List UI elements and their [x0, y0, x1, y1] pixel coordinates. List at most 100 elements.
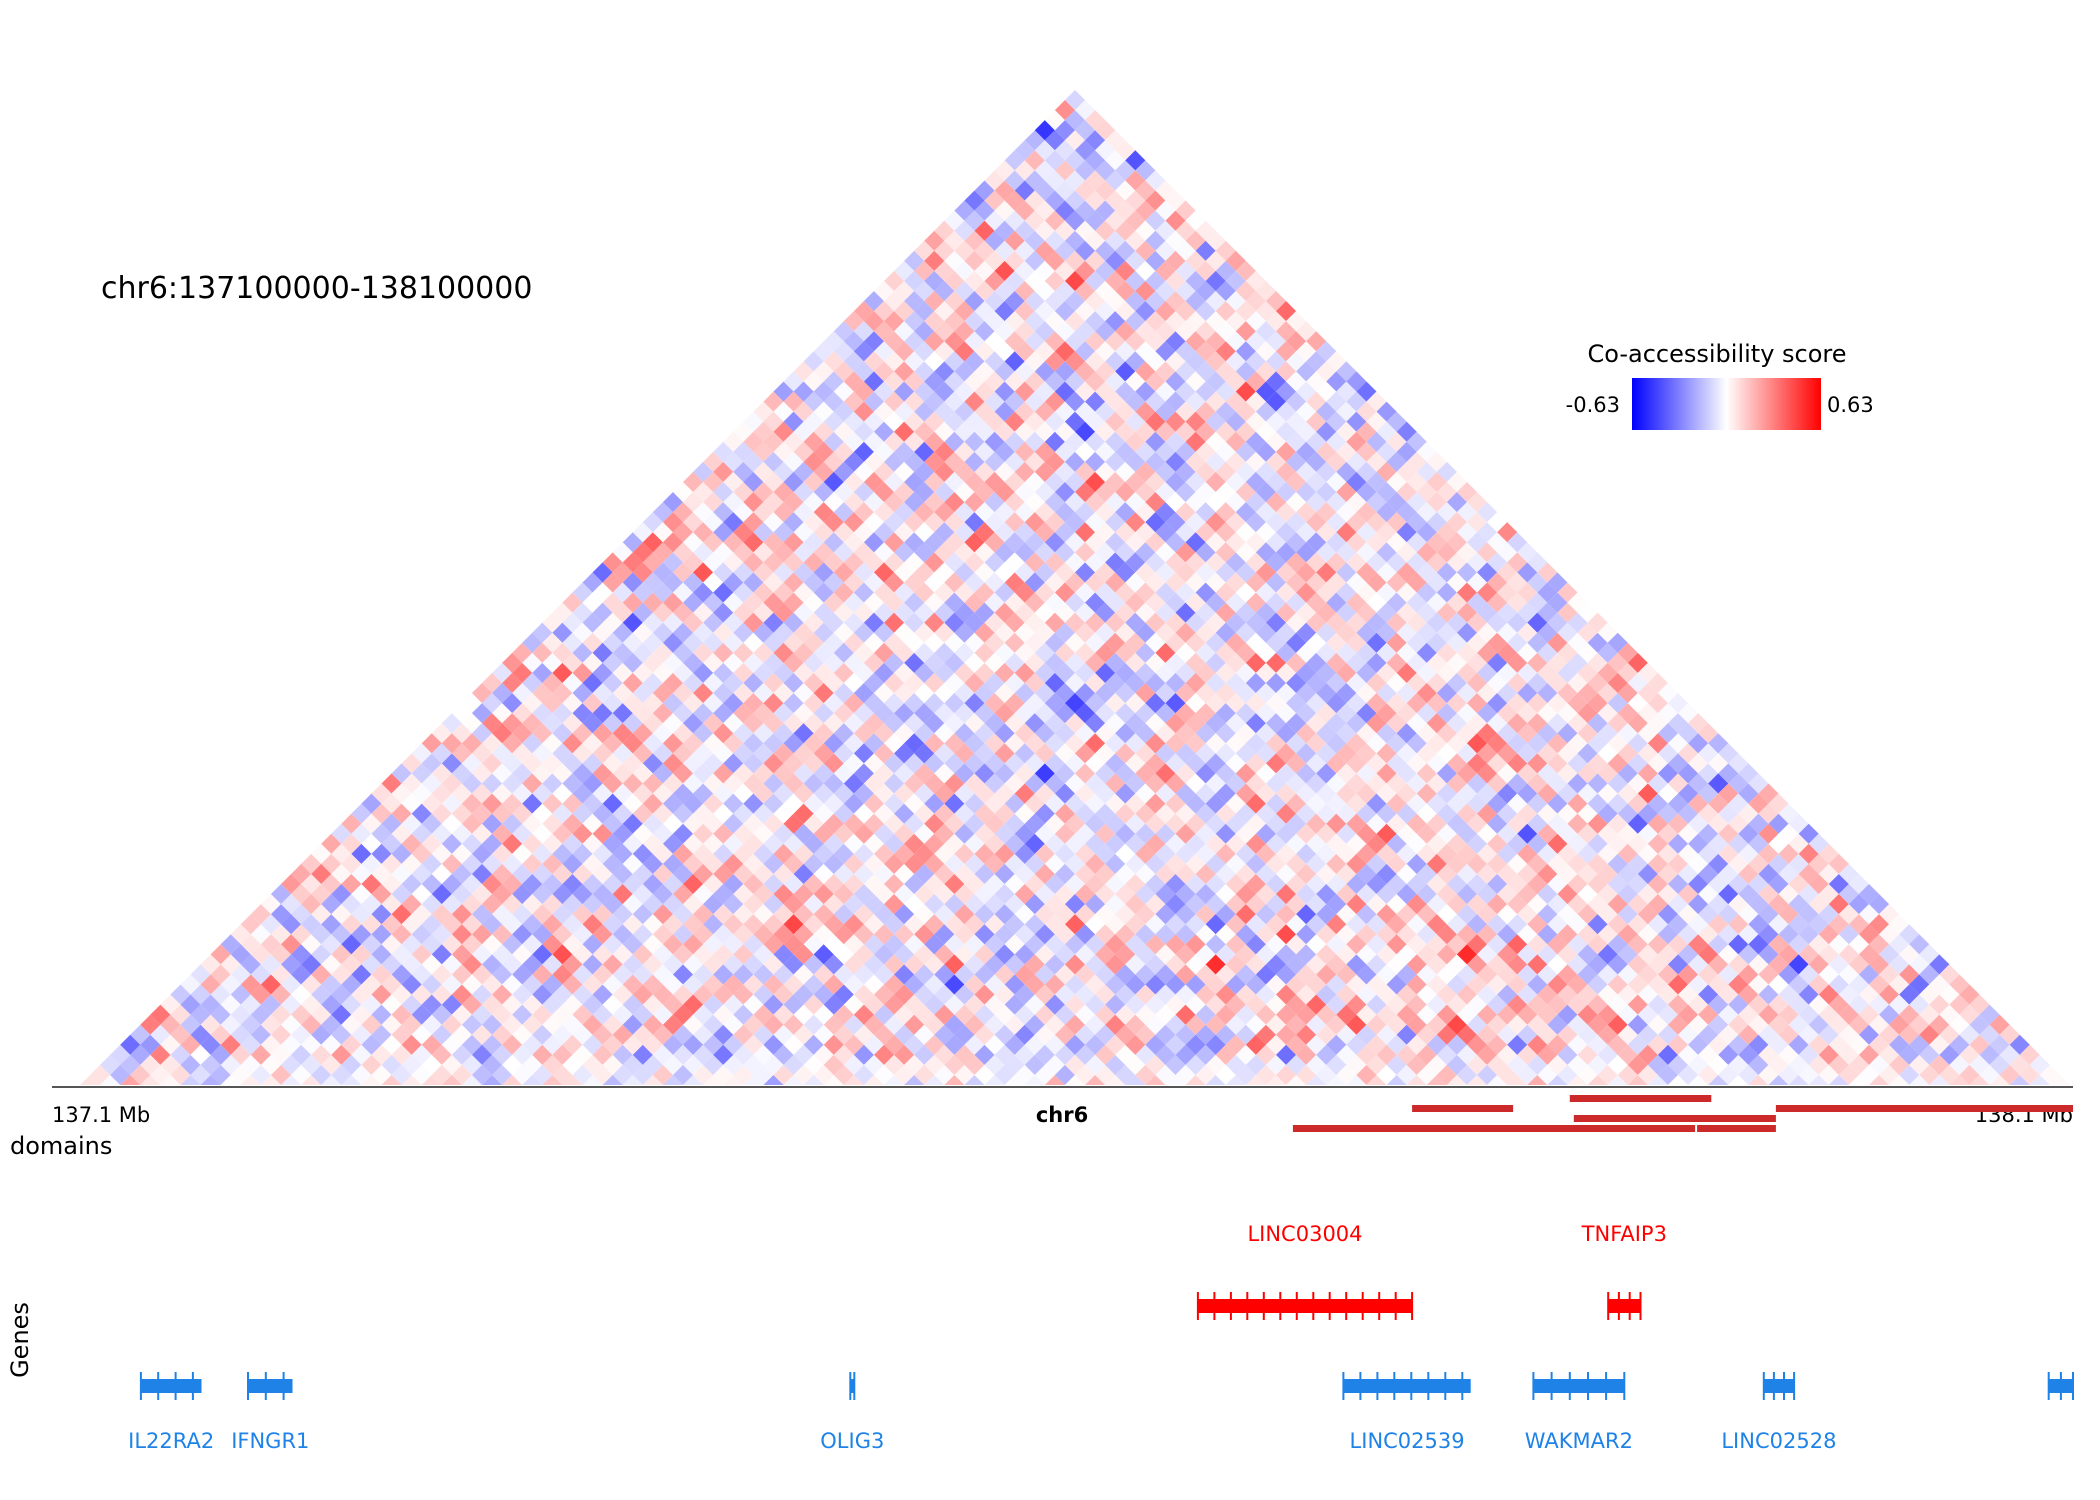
heatmap-cell — [1064, 813, 1086, 834]
heatmap-cell — [572, 723, 593, 744]
heatmap-cell — [763, 693, 784, 714]
heatmap-cell — [542, 652, 563, 673]
heatmap-cell — [863, 652, 885, 673]
heatmap-cell — [592, 904, 613, 925]
heatmap-cell — [894, 361, 915, 382]
heatmap-cell — [602, 813, 623, 834]
heatmap-cell — [652, 763, 673, 784]
heatmap-cell — [602, 693, 623, 714]
heatmap-cell — [703, 471, 724, 493]
heatmap-cell — [964, 813, 985, 834]
heatmap-cell — [421, 853, 442, 874]
heatmap-cell — [662, 713, 684, 734]
heatmap-cell — [743, 1014, 764, 1035]
heatmap-cell — [1145, 471, 1166, 493]
heatmap-cell — [341, 914, 362, 935]
heatmap-cell — [1255, 381, 1277, 402]
heatmap-cell — [1265, 612, 1287, 633]
heatmap-cell — [301, 914, 322, 935]
heatmap-cell — [572, 682, 593, 704]
heatmap-cell — [994, 682, 1015, 704]
heatmap-cell — [281, 974, 302, 995]
heatmap-cell — [200, 954, 221, 975]
heatmap-cell — [461, 813, 483, 834]
heatmap-cell — [1125, 291, 1146, 312]
heatmap-cell — [974, 200, 995, 221]
heatmap-cell — [1205, 612, 1226, 633]
heatmap-cell — [1125, 351, 1146, 372]
heatmap-cell — [783, 471, 804, 493]
heatmap-cell — [1095, 180, 1116, 201]
heatmap-cell — [270, 924, 292, 945]
heatmap-cell — [964, 351, 985, 372]
heatmap-cell — [984, 572, 1005, 593]
heatmap-cell — [1195, 582, 1216, 603]
heatmap-cell — [753, 562, 774, 583]
x-axis-chrom-label: chr6 — [1036, 1103, 1088, 1127]
heatmap-cell — [733, 944, 754, 965]
heatmap-cell — [652, 1004, 673, 1025]
heatmap-cell — [371, 984, 392, 1005]
heatmap-cell — [1446, 471, 1467, 493]
heatmap-cell — [1255, 642, 1277, 663]
heatmap-cell — [451, 863, 472, 884]
heatmap-cell — [522, 974, 543, 995]
heatmap-cell — [1024, 130, 1045, 151]
heatmap-cell — [1135, 763, 1156, 784]
heatmap-cell — [281, 873, 302, 895]
heatmap-cell — [441, 873, 462, 895]
heatmap-cell — [592, 823, 613, 844]
heatmap-cell — [391, 1004, 412, 1025]
heatmap-cell — [954, 843, 975, 864]
heatmap-cell — [1175, 220, 1196, 241]
heatmap-cell — [924, 954, 945, 975]
heatmap-cell — [853, 662, 874, 683]
heatmap-cell — [1125, 471, 1146, 493]
heatmap-cell — [894, 421, 915, 442]
heatmap-cell — [311, 843, 332, 864]
heatmap-cell — [904, 672, 925, 694]
heatmap-cell — [904, 512, 925, 533]
heatmap-cell — [421, 1054, 442, 1075]
heatmap-cell — [1145, 512, 1166, 533]
heatmap-cell — [1276, 582, 1297, 603]
heatmap-cell — [512, 642, 533, 663]
heatmap-cell — [441, 1054, 462, 1075]
heatmap-cell — [1326, 512, 1347, 533]
heatmap-cell — [461, 693, 483, 714]
heatmap-cell — [853, 542, 874, 563]
heatmap-cell — [964, 552, 985, 573]
heatmap-cell — [672, 582, 694, 603]
heatmap-cell — [582, 632, 603, 653]
heatmap-cell — [974, 381, 995, 402]
heatmap-cell — [713, 703, 734, 724]
heatmap-cell — [1105, 713, 1126, 734]
heatmap-cell — [703, 1074, 724, 1085]
heatmap-cell — [753, 843, 774, 864]
heatmap-cell — [391, 823, 412, 844]
heatmap-cell — [492, 743, 513, 764]
heatmap-cell — [1044, 733, 1065, 754]
heatmap-cell — [1075, 240, 1096, 261]
heatmap-cell — [994, 441, 1015, 462]
heatmap-cell — [1195, 280, 1216, 302]
heatmap-cell — [532, 682, 553, 704]
heatmap-cell — [612, 904, 633, 925]
heatmap-cell — [884, 371, 905, 392]
heatmap-cell — [341, 813, 362, 834]
heatmap-cell — [894, 1044, 915, 1065]
heatmap-cell — [562, 994, 583, 1015]
heatmap-cell — [703, 632, 724, 653]
heatmap-cell — [1155, 381, 1176, 402]
heatmap-cell — [1125, 170, 1146, 191]
heatmap-cell — [1085, 512, 1106, 533]
heatmap-cell — [572, 783, 593, 804]
heatmap-cell — [1105, 813, 1126, 834]
heatmap-cell — [1044, 351, 1065, 372]
heatmap-cell — [944, 210, 965, 231]
heatmap-cell — [451, 783, 472, 804]
heatmap-cell — [773, 522, 794, 543]
heatmap-cell — [572, 622, 593, 643]
heatmap-cell — [1326, 371, 1347, 392]
heatmap-cell — [482, 853, 503, 874]
